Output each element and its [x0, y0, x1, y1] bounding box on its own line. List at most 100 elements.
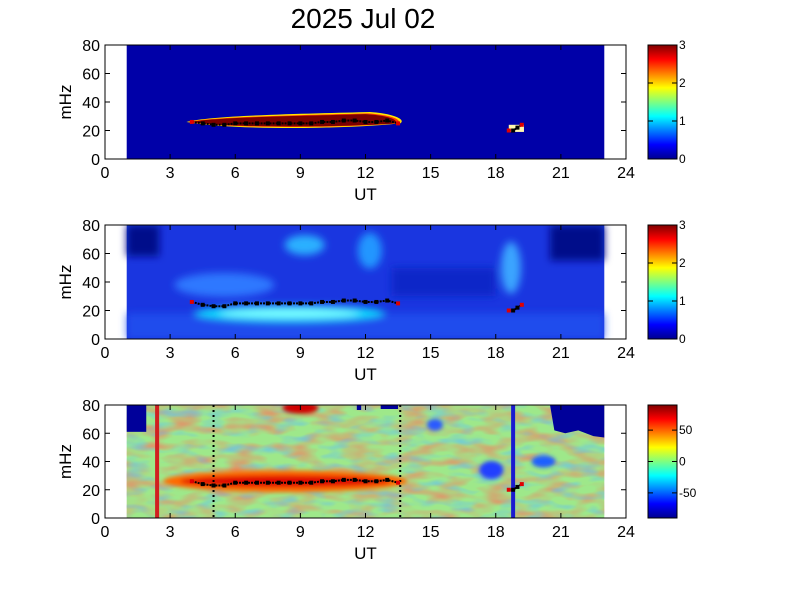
- x-tick-label: 24: [617, 345, 635, 362]
- tracked-point: [265, 301, 270, 306]
- tracked-point: [287, 480, 292, 485]
- tracked-point: [320, 299, 325, 304]
- tracked-point: [352, 477, 357, 482]
- tracked-point: [298, 480, 303, 485]
- tracked-point: [374, 299, 379, 304]
- dark-patch: [550, 225, 605, 261]
- x-tick-label: 0: [101, 524, 110, 541]
- tracked-point: [506, 487, 511, 492]
- tracked-point: [511, 128, 516, 133]
- x-tick-label: 9: [296, 165, 305, 182]
- y-axis-label: mHz: [56, 85, 75, 120]
- noise-cool: [126, 405, 605, 518]
- tracked-point: [189, 479, 194, 484]
- tracked-point: [363, 479, 368, 484]
- tracked-point: [254, 301, 259, 306]
- tracked-frequency: [189, 118, 524, 133]
- colorbar-tick-label: 2: [679, 256, 686, 270]
- y-tick-label: 40: [82, 275, 100, 292]
- colorbar-tick-label: 0: [679, 152, 686, 166]
- x-tick-label: 3: [166, 345, 175, 362]
- tracked-point: [396, 121, 401, 126]
- tracked-point: [254, 480, 259, 485]
- tracked-point: [211, 483, 216, 488]
- tracked-point: [341, 118, 346, 123]
- y-tick-label: 0: [91, 152, 100, 169]
- y-tick-label: 80: [82, 218, 100, 235]
- tracked-point: [254, 121, 259, 126]
- x-tick-label: 0: [101, 345, 110, 362]
- tracked-point: [298, 301, 303, 306]
- tracked-point: [244, 301, 249, 306]
- tracked-point: [385, 298, 390, 303]
- tracked-point: [330, 119, 335, 124]
- y-axis-label: mHz: [56, 444, 75, 479]
- tracked-point: [200, 482, 205, 487]
- tracked-point: [519, 302, 524, 307]
- figure-title: 2025 Jul 02: [291, 3, 436, 34]
- bright-patch: [500, 241, 521, 294]
- x-tick-label: 12: [357, 524, 375, 541]
- colorbar-gradient: [647, 224, 678, 340]
- x-tick-label: 24: [617, 524, 635, 541]
- dim-patch: [391, 267, 496, 297]
- y-tick-label: 80: [82, 38, 100, 55]
- x-tick-label: 18: [487, 524, 505, 541]
- tracked-point: [244, 121, 249, 126]
- tracked-point: [200, 302, 205, 307]
- x-tick-label: 6: [231, 524, 240, 541]
- tracked-point: [189, 299, 194, 304]
- bright-patch: [357, 232, 382, 269]
- tracked-point: [385, 118, 390, 123]
- colorbar-tick-label: 2: [679, 76, 686, 90]
- tracked-point: [511, 487, 516, 492]
- y-tick-label: 60: [82, 426, 100, 443]
- tracked-point: [511, 308, 516, 313]
- tracked-point: [506, 128, 511, 133]
- tracked-point: [320, 479, 325, 484]
- x-tick-label: 0: [101, 165, 110, 182]
- colorbar-tick-label: 3: [679, 218, 686, 232]
- y-tick-label: 80: [82, 398, 100, 415]
- y-tick-label: 40: [82, 455, 100, 472]
- tracked-point: [287, 301, 292, 306]
- axes-middle: 0 3 6 9 12 15 18 21 24 0 20 40 60 80 UT mHz: [56, 218, 635, 384]
- y-axis-label: mHz: [56, 265, 75, 300]
- x-tick-label: 18: [487, 165, 505, 182]
- y-tick-label: 60: [82, 67, 100, 84]
- tracked-point: [515, 305, 520, 310]
- colorbar-middle: 0 1 2 3: [647, 218, 686, 346]
- blue-spot: [531, 455, 556, 468]
- y-tick-label: 0: [91, 511, 100, 528]
- tracked-line-1: [508, 483, 523, 491]
- heatmap-bottom: [126, 405, 605, 518]
- x-axis-label: UT: [354, 544, 377, 563]
- tracked-point: [330, 299, 335, 304]
- colorbar-tick-label: 1: [679, 294, 686, 308]
- colorbar-tick-label: 3: [679, 38, 686, 52]
- axes-top: 0 3 6 9 12 15 18 21 24 0 20 40 60 80 UT mHz: [56, 38, 635, 204]
- x-tick-label: 21: [552, 165, 570, 182]
- tracked-point: [396, 301, 401, 306]
- masked-region: [356, 405, 362, 410]
- x-axis-label: UT: [354, 365, 377, 384]
- x-tick-label: 12: [357, 165, 375, 182]
- diffuse-layer: [126, 225, 605, 339]
- x-tick-label: 6: [231, 165, 240, 182]
- tracked-point: [352, 118, 357, 123]
- heatmap-top: [126, 45, 605, 159]
- x-tick-label: 9: [296, 524, 305, 541]
- tracked-point: [233, 480, 238, 485]
- tracked-point: [222, 483, 227, 488]
- band-cyan-core: [219, 309, 360, 318]
- y-tick-label: 40: [82, 95, 100, 112]
- blue-spot: [479, 460, 504, 479]
- tracked-point: [309, 301, 314, 306]
- tracked-frequency: [189, 477, 524, 492]
- tracked-point: [265, 480, 270, 485]
- colorbar-tick-label: 50: [679, 423, 693, 437]
- dark-patch: [126, 225, 160, 257]
- tracked-point: [211, 304, 216, 309]
